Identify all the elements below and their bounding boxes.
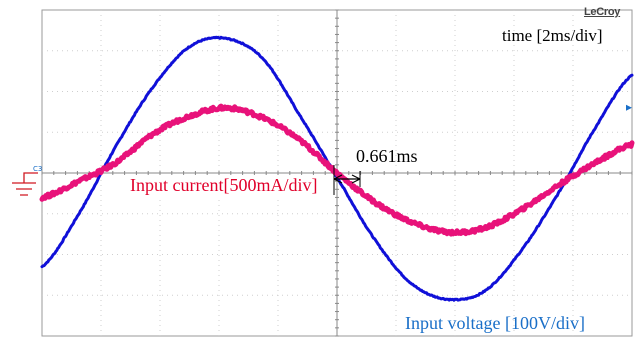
brand-logo: LeCroy xyxy=(584,6,621,18)
scope-markers: C3 xyxy=(12,104,632,196)
channel-marker-label: C3 xyxy=(33,165,42,173)
timebase-label: time [2ms/div] xyxy=(502,26,603,45)
delay-arrow xyxy=(333,174,361,184)
ground-icon xyxy=(12,172,38,196)
legend-input-current: Input current[500mA/div] xyxy=(128,175,320,196)
delay-annotation: 0.661ms xyxy=(356,146,418,166)
legend-input-voltage: Input voltage [100V/div] xyxy=(405,313,585,333)
scope-traces xyxy=(39,35,635,302)
trace-input-current xyxy=(39,103,635,237)
trigger-level-icon xyxy=(626,104,632,111)
